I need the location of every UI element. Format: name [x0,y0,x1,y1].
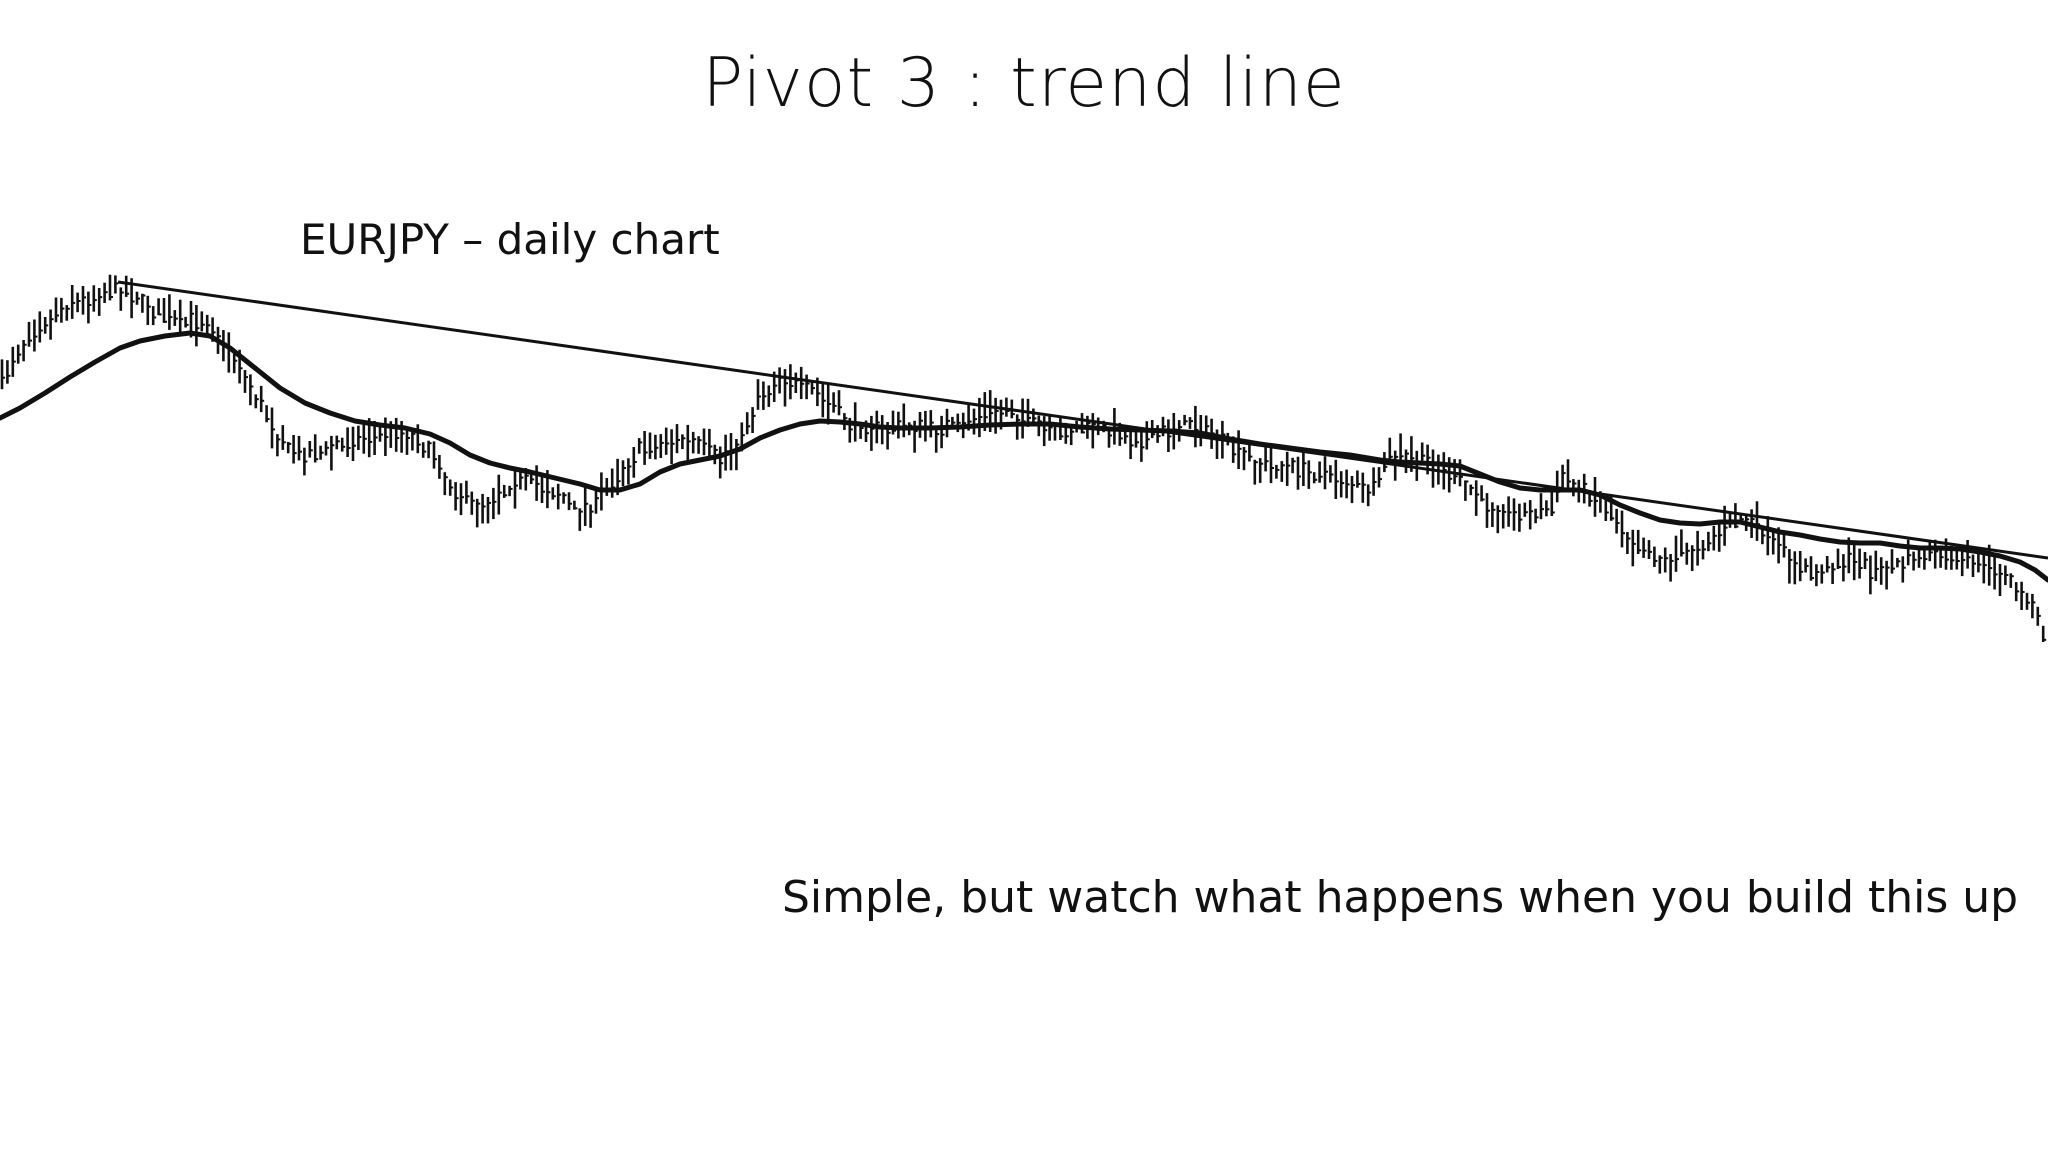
moving-average-line [0,330,2048,583]
slide-title: Pivot 3 : trend line [702,44,1346,123]
chart-subtitle: EURJPY – daily chart [300,215,720,264]
trend-line [117,280,2048,560]
price-bars [0,274,2047,642]
caption-text: Simple, but watch what happens when you … [782,872,2019,923]
